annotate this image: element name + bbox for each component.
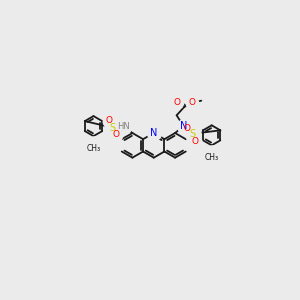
- Text: O: O: [113, 130, 120, 139]
- Text: S: S: [109, 123, 116, 133]
- Text: CH₃: CH₃: [205, 153, 219, 162]
- Text: O: O: [192, 137, 199, 146]
- Text: CH₃: CH₃: [86, 144, 100, 153]
- Text: O: O: [188, 98, 196, 107]
- Text: S: S: [190, 129, 196, 139]
- Text: N: N: [180, 121, 187, 131]
- Text: N: N: [150, 128, 158, 138]
- Text: O: O: [183, 124, 190, 133]
- Text: O: O: [105, 116, 112, 125]
- Text: O: O: [174, 98, 181, 107]
- Text: HN: HN: [117, 122, 130, 130]
